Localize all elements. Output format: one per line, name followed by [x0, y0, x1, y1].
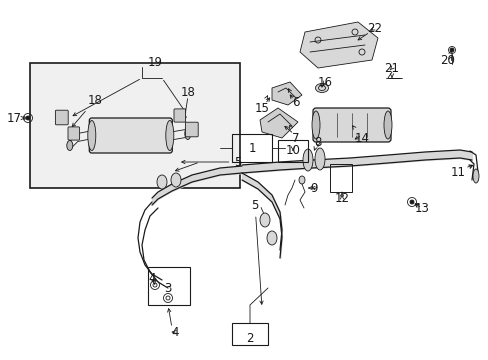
Text: 18: 18: [72, 94, 102, 127]
Text: 4: 4: [171, 325, 179, 338]
Text: 1: 1: [248, 141, 255, 154]
Text: 11: 11: [449, 165, 471, 179]
Bar: [231, 323, 267, 345]
Ellipse shape: [88, 121, 96, 150]
Ellipse shape: [67, 140, 73, 150]
Text: 19: 19: [147, 57, 162, 69]
Bar: [231, 134, 271, 162]
Text: 22: 22: [367, 22, 382, 35]
FancyBboxPatch shape: [312, 108, 390, 142]
Polygon shape: [260, 108, 297, 138]
Ellipse shape: [184, 127, 190, 140]
Text: 7: 7: [289, 125, 299, 144]
Text: 17: 17: [6, 112, 27, 125]
Bar: [278, 140, 307, 162]
FancyBboxPatch shape: [55, 110, 68, 125]
Text: 4: 4: [148, 271, 156, 284]
Text: 16: 16: [317, 76, 332, 89]
Text: 20: 20: [440, 50, 454, 67]
Ellipse shape: [266, 231, 276, 245]
Text: 12: 12: [334, 192, 349, 204]
Ellipse shape: [26, 116, 30, 120]
Ellipse shape: [298, 176, 305, 184]
Text: 14: 14: [352, 126, 369, 144]
Text: 13: 13: [414, 202, 428, 215]
Ellipse shape: [449, 48, 453, 52]
Polygon shape: [299, 22, 377, 68]
Text: 21: 21: [384, 62, 399, 75]
Text: 2: 2: [246, 332, 253, 345]
Bar: [329, 164, 351, 192]
Ellipse shape: [472, 169, 478, 183]
Ellipse shape: [314, 148, 325, 170]
Ellipse shape: [157, 175, 167, 189]
Text: 8: 8: [314, 135, 321, 149]
Text: 15: 15: [254, 96, 269, 114]
Text: 3: 3: [164, 282, 171, 294]
Text: 6: 6: [288, 89, 299, 108]
Bar: [30, 63, 240, 188]
Text: 5: 5: [182, 156, 241, 168]
Text: 9: 9: [309, 181, 317, 194]
Ellipse shape: [171, 173, 181, 187]
Ellipse shape: [260, 213, 269, 227]
Text: 5: 5: [251, 198, 263, 304]
Ellipse shape: [409, 200, 413, 204]
Ellipse shape: [303, 149, 312, 171]
Ellipse shape: [311, 111, 319, 139]
Ellipse shape: [165, 121, 173, 150]
FancyBboxPatch shape: [185, 122, 198, 137]
Text: 10: 10: [285, 144, 300, 157]
Ellipse shape: [315, 84, 328, 93]
FancyBboxPatch shape: [68, 127, 80, 140]
FancyBboxPatch shape: [89, 118, 172, 153]
FancyBboxPatch shape: [174, 109, 185, 122]
Ellipse shape: [383, 111, 391, 139]
Text: 18: 18: [180, 85, 195, 99]
Bar: [148, 267, 190, 305]
Polygon shape: [271, 82, 302, 105]
